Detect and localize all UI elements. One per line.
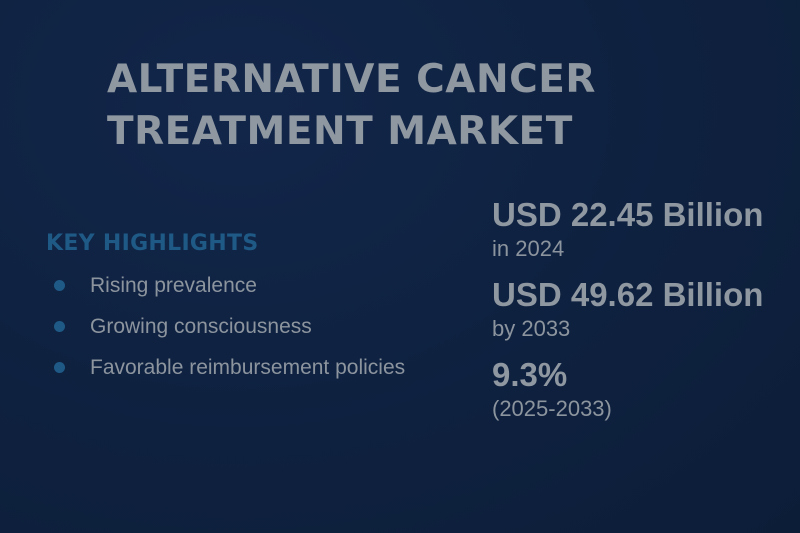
market-stats: USD 22.45 Billion in 2024 USD 49.62 Bill…	[492, 196, 763, 436]
title-line-2: TREATMENT MARKET	[107, 109, 573, 154]
highlight-item: Favorable reimbursement policies	[46, 354, 405, 381]
stat-value: USD 22.45 Billion	[492, 196, 764, 233]
bullet-dot-icon	[54, 280, 65, 291]
highlight-item: Growing consciousness	[46, 313, 405, 340]
page-title: ALTERNATIVE CANCER TREATMENT MARKET	[107, 54, 596, 158]
stat-value: USD 49.62 Billion	[492, 276, 764, 313]
stat-market-size-2024: USD 22.45 Billion in 2024	[492, 196, 763, 264]
title-line-1: ALTERNATIVE CANCER	[107, 57, 596, 102]
key-highlights-section: KEY HIGHLIGHTS Rising prevalence Growing…	[46, 230, 405, 395]
highlights-list: Rising prevalence Growing consciousness …	[46, 272, 405, 381]
bullet-dot-icon	[54, 321, 65, 332]
stat-growth-rate: 9.3% (2025-2033)	[492, 356, 763, 424]
highlight-text: Favorable reimbursement policies	[90, 356, 406, 379]
stat-label: by 2033	[492, 316, 571, 341]
stat-label: (2025-2033)	[492, 396, 612, 421]
highlight-text: Rising prevalence	[90, 274, 257, 297]
key-highlights-heading: KEY HIGHLIGHTS	[46, 231, 259, 256]
bullet-dot-icon	[54, 362, 65, 373]
highlight-item: Rising prevalence	[46, 272, 405, 299]
stat-label: in 2024	[492, 236, 565, 261]
stat-value: 9.3%	[492, 356, 568, 393]
stat-market-size-2033: USD 49.62 Billion by 2033	[492, 276, 763, 344]
highlight-text: Growing consciousness	[90, 315, 312, 338]
